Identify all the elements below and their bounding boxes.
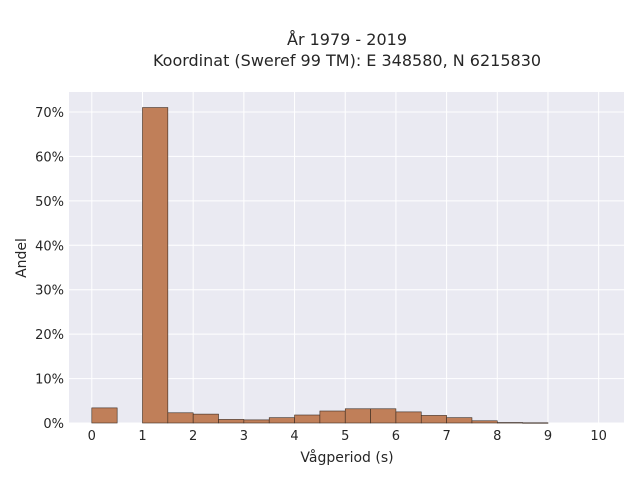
x-tick-label-10: 10 — [590, 429, 607, 444]
histogram-bar-15 — [471, 420, 498, 424]
histogram-bar-7 — [268, 417, 295, 424]
y-axis-ticks: 0% 10% 20% 30% 40% 50% 60% 70% — [35, 106, 64, 432]
histogram-bar-4 — [192, 413, 219, 424]
histogram-bar-14 — [446, 417, 473, 424]
y-tick-label-2: 20% — [35, 328, 64, 343]
histogram-bar-5 — [218, 419, 245, 424]
histogram-bar-8 — [294, 414, 321, 424]
chart-title-line1: År 1979 - 2019 — [287, 30, 407, 49]
y-tick-label-6: 60% — [35, 150, 64, 165]
y-axis-label: Andel — [14, 238, 30, 278]
x-axis-label: Vågperiod (s) — [300, 449, 393, 466]
grid-lines — [69, 92, 624, 424]
histogram-bar-6 — [243, 419, 270, 424]
y-tick-label-0: 0% — [43, 417, 64, 432]
histogram-bar-11 — [370, 408, 397, 424]
x-tick-label-1: 1 — [138, 429, 146, 444]
x-tick-label-4: 4 — [290, 429, 298, 444]
x-tick-label-0: 0 — [88, 429, 96, 444]
y-tick-label-5: 50% — [35, 195, 64, 210]
x-tick-label-3: 3 — [240, 429, 248, 444]
chart-title-line2: Koordinat (Sweref 99 TM): E 348580, N 62… — [153, 51, 541, 70]
histogram-bar-2 — [142, 107, 169, 424]
histogram-bar-16 — [496, 422, 523, 424]
histogram-bar-17 — [522, 422, 549, 424]
histogram-bar-3 — [167, 412, 194, 424]
x-tick-label-8: 8 — [493, 429, 501, 444]
bars — [91, 107, 549, 424]
x-tick-label-2: 2 — [189, 429, 197, 444]
histogram-bar-13 — [420, 415, 447, 424]
x-tick-label-9: 9 — [544, 429, 552, 444]
histogram-bar-10 — [344, 408, 371, 424]
x-tick-label-5: 5 — [341, 429, 349, 444]
y-tick-label-4: 40% — [35, 239, 64, 254]
histogram-bar-9 — [319, 410, 346, 424]
x-axis-ticks: 0 1 2 3 4 5 6 7 8 9 10 — [88, 429, 607, 444]
histogram-bar-12 — [395, 411, 422, 424]
x-tick-label-6: 6 — [392, 429, 400, 444]
y-tick-label-7: 70% — [35, 106, 64, 121]
histogram-bar-0 — [91, 407, 118, 424]
x-tick-label-7: 7 — [442, 429, 450, 444]
y-tick-label-3: 30% — [35, 284, 64, 299]
y-tick-label-1: 10% — [35, 373, 64, 388]
